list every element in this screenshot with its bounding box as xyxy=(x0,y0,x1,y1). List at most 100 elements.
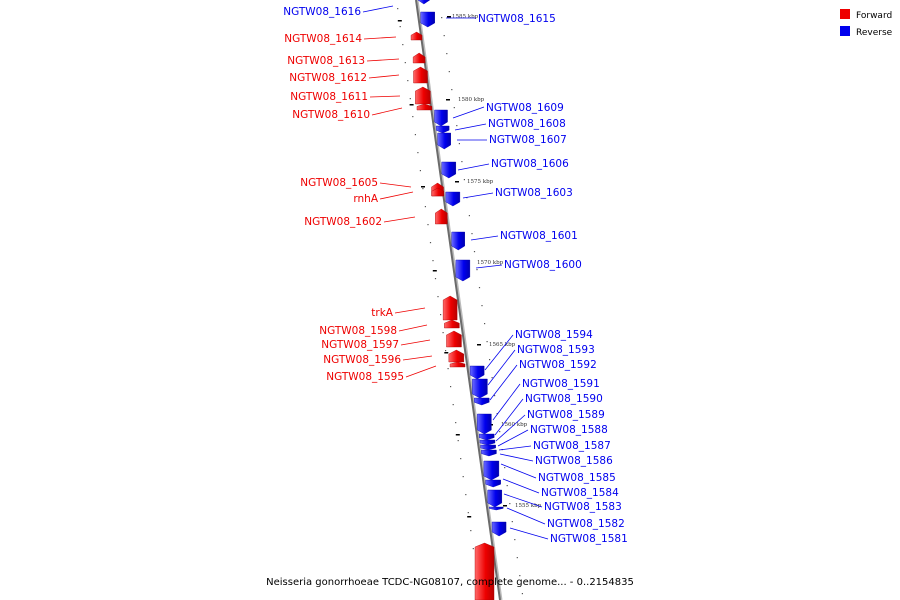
gene-label[interactable]: NGTW08_1598 xyxy=(319,325,397,337)
gene-label[interactable]: NGTW08_1616 xyxy=(283,6,361,18)
gene-feature[interactable] xyxy=(435,208,448,225)
minor-tick xyxy=(506,485,508,487)
reverse-swatch xyxy=(840,26,850,36)
gene-label[interactable]: NGTW08_1610 xyxy=(292,109,370,121)
gene-feature[interactable] xyxy=(491,521,507,537)
gene-feature[interactable] xyxy=(416,103,433,111)
gene-label[interactable]: NGTW08_1593 xyxy=(517,344,595,356)
minor-tick xyxy=(417,152,419,154)
gene-feature[interactable] xyxy=(437,132,451,150)
legend-reverse-label: Reverse xyxy=(856,28,893,38)
gene-label-leader xyxy=(369,95,401,98)
gene-label-leader xyxy=(379,182,412,188)
gene-label[interactable]: NGTW08_1583 xyxy=(544,501,622,513)
minor-tick xyxy=(445,350,447,352)
gene-feature[interactable] xyxy=(472,378,488,399)
gene-feature[interactable] xyxy=(444,319,460,329)
gene-label-leader xyxy=(394,307,426,314)
gene-label[interactable]: NGTW08_1582 xyxy=(547,518,625,530)
gene-label[interactable]: NGTW08_1587 xyxy=(533,440,611,452)
gene-feature[interactable] xyxy=(477,413,492,435)
minor-tick xyxy=(402,44,404,46)
gene-label[interactable]: NGTW08_1585 xyxy=(538,472,616,484)
minor-tick xyxy=(504,467,506,469)
minor-tick xyxy=(465,494,467,496)
gene-label[interactable]: NGTW08_1611 xyxy=(290,91,368,103)
gene-feature[interactable] xyxy=(469,365,485,380)
minor-tick xyxy=(434,278,437,280)
gene-feature[interactable] xyxy=(446,330,462,348)
gene-feature[interactable] xyxy=(420,11,435,28)
minor-tick xyxy=(443,35,445,37)
gene-label[interactable]: NGTW08_1612 xyxy=(289,72,367,84)
gene-label[interactable]: trkA xyxy=(371,307,394,319)
minor-tick xyxy=(404,62,406,64)
minor-tick xyxy=(452,404,454,406)
gene-feature[interactable] xyxy=(410,31,423,41)
gene-label[interactable]: NGTW08_1608 xyxy=(488,118,566,130)
dash-tick xyxy=(421,186,425,188)
gene-label[interactable]: NGTW08_1615 xyxy=(478,13,556,25)
minor-tick xyxy=(409,98,411,100)
gene-feature[interactable] xyxy=(485,479,501,488)
gene-label[interactable]: NGTW08_1592 xyxy=(519,359,597,371)
gene-label[interactable]: NGTW08_1597 xyxy=(321,339,399,351)
minor-tick xyxy=(478,287,481,289)
gene-feature[interactable] xyxy=(474,542,495,600)
gene-feature[interactable] xyxy=(417,0,431,5)
gene-label-leader xyxy=(498,445,532,451)
gene-feature[interactable] xyxy=(415,86,431,105)
gene-label[interactable]: NGTW08_1586 xyxy=(535,455,613,467)
gene-feature[interactable] xyxy=(451,231,465,251)
gene-label-leader xyxy=(379,191,414,200)
gene-label[interactable]: NGTW08_1584 xyxy=(541,487,619,499)
gene-feature[interactable] xyxy=(442,295,458,321)
gene-label-leader xyxy=(475,264,503,269)
gene-feature[interactable] xyxy=(434,109,448,127)
gene-feature[interactable] xyxy=(431,187,445,197)
gene-label[interactable]: NGTW08_1594 xyxy=(515,329,593,341)
minor-tick xyxy=(486,341,488,343)
gene-feature[interactable] xyxy=(481,449,497,457)
gene-label[interactable]: NGTW08_1607 xyxy=(489,134,567,146)
gene-label-leader xyxy=(506,507,546,525)
gene-label[interactable]: NGTW08_1596 xyxy=(323,354,401,366)
gene-feature[interactable] xyxy=(448,349,465,363)
major-tick xyxy=(503,505,507,507)
gene-label[interactable]: NGTW08_1606 xyxy=(491,158,569,170)
gene-label[interactable]: NGTW08_1589 xyxy=(527,409,605,421)
minor-tick xyxy=(437,296,439,298)
gene-label[interactable]: NGTW08_1588 xyxy=(530,424,608,436)
gene-label[interactable]: NGTW08_1602 xyxy=(304,216,382,228)
gene-feature[interactable] xyxy=(488,506,504,511)
gene-feature[interactable] xyxy=(480,444,496,451)
gene-label[interactable]: NGTW08_1600 xyxy=(504,259,582,271)
gene-label[interactable]: NGTW08_1603 xyxy=(495,187,573,199)
minor-tick xyxy=(476,269,478,271)
gene-label[interactable]: NGTW08_1590 xyxy=(525,393,603,405)
gene-label[interactable]: NGTW08_1614 xyxy=(284,33,362,45)
gene-feature[interactable] xyxy=(449,361,466,368)
minor-tick xyxy=(468,215,470,217)
gene-label[interactable]: NGTW08_1613 xyxy=(287,55,365,67)
gene-feature[interactable] xyxy=(412,52,426,64)
gene-label[interactable]: NGTW08_1591 xyxy=(522,378,600,390)
gene-label[interactable]: NGTW08_1581 xyxy=(550,533,628,545)
gene-label[interactable]: NGTW08_1609 xyxy=(486,102,564,114)
gene-feature[interactable] xyxy=(455,259,471,282)
gene-feature[interactable] xyxy=(445,191,461,207)
gene-feature[interactable] xyxy=(441,161,456,179)
gene-feature[interactable] xyxy=(474,397,490,406)
gene-label-leader xyxy=(494,398,524,436)
gene-feature[interactable] xyxy=(413,66,428,84)
gene-feature[interactable] xyxy=(483,460,500,481)
minor-tick xyxy=(455,422,457,424)
gene-label[interactable]: NGTW08_1601 xyxy=(500,230,578,242)
gene-label[interactable]: NGTW08_1605 xyxy=(300,177,378,189)
gene-label[interactable]: rnhA xyxy=(353,193,378,205)
gene-feature[interactable] xyxy=(479,439,496,446)
gene-feature[interactable] xyxy=(478,433,495,441)
gene-feature[interactable] xyxy=(435,125,450,134)
gene-feature[interactable] xyxy=(487,489,502,508)
gene-label[interactable]: NGTW08_1595 xyxy=(326,371,404,383)
